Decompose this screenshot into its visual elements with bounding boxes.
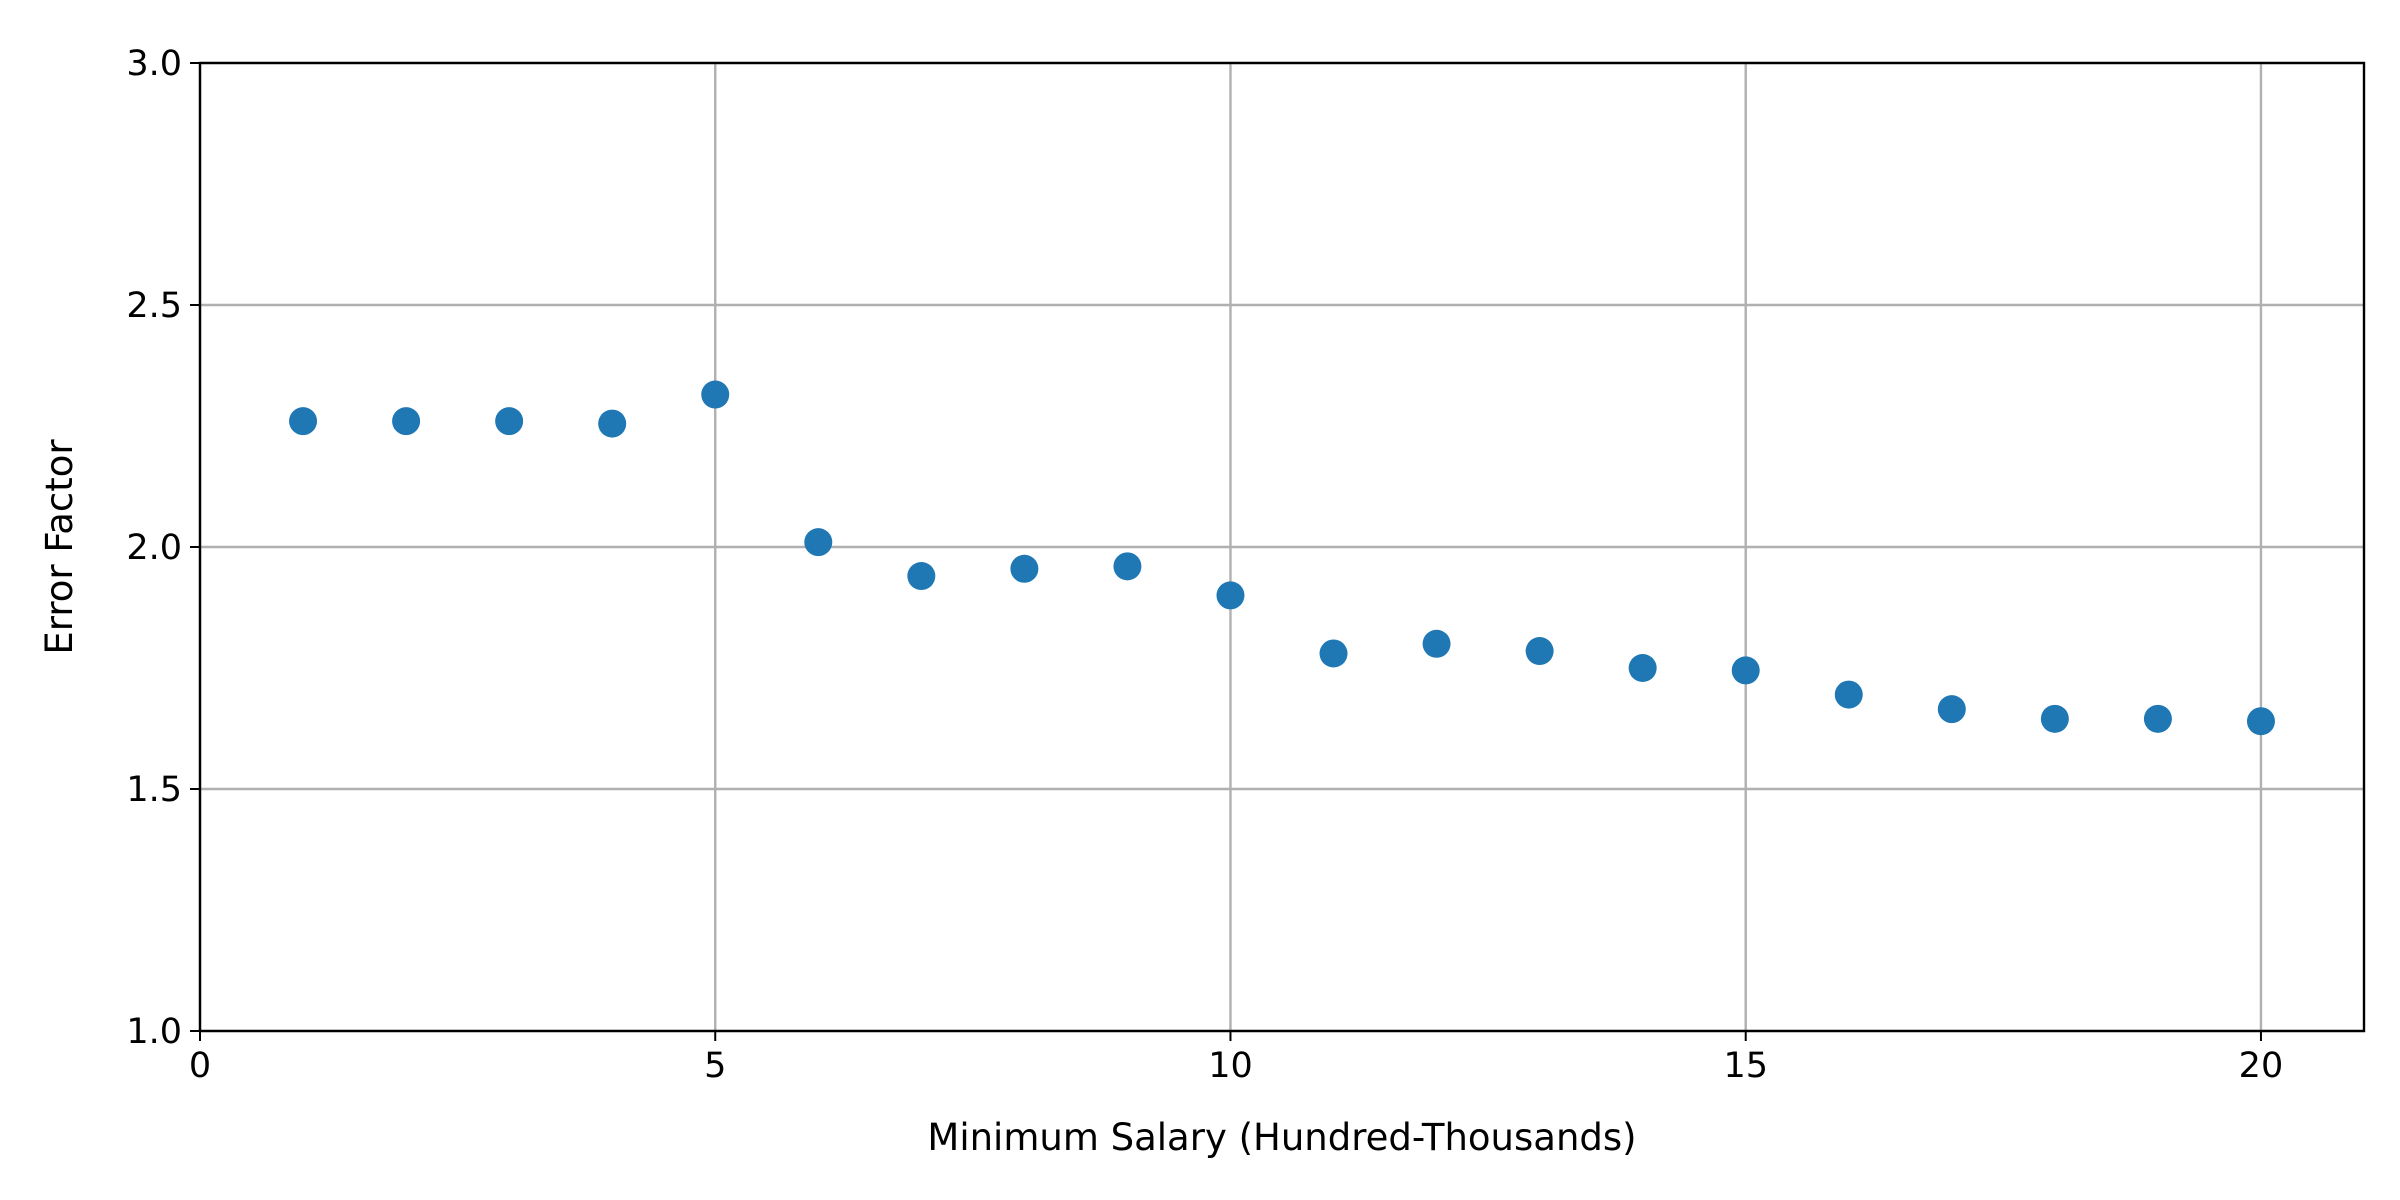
- data-point: [598, 409, 627, 438]
- data-point: [1525, 637, 1554, 666]
- data-point: [1113, 552, 1142, 581]
- data-point: [289, 407, 318, 436]
- data-point: [907, 562, 936, 591]
- y-axis-label: Error Factor: [38, 439, 81, 655]
- y-tick-label: 1.0: [126, 1012, 182, 1052]
- axis-ticks: 0 5 10 15 20 1.0 1.5 2.0 2.5 3.0: [126, 44, 2283, 1086]
- data-point: [804, 528, 833, 557]
- data-point: [2143, 704, 2172, 733]
- y-tick-label: 3.0: [126, 44, 182, 84]
- x-axis-label: Minimum Salary (Hundred-Thousands): [927, 1116, 1636, 1159]
- data-points: [289, 380, 2275, 736]
- data-point: [701, 380, 730, 409]
- x-tick-label: 0: [189, 1046, 211, 1086]
- data-point: [1628, 654, 1657, 682]
- data-point: [1422, 629, 1451, 658]
- data-point: [1834, 680, 1863, 709]
- x-tick-label: 20: [2239, 1046, 2284, 1086]
- data-point: [2040, 704, 2069, 733]
- data-point: [1010, 554, 1039, 583]
- x-tick-label: 5: [704, 1046, 726, 1086]
- data-point: [392, 407, 421, 436]
- y-tick-label: 1.5: [126, 770, 182, 810]
- data-point: [2246, 707, 2275, 736]
- x-tick-label: 10: [1208, 1046, 1253, 1086]
- y-tick-label: 2.0: [126, 528, 182, 568]
- data-point: [495, 407, 524, 436]
- data-point: [1731, 656, 1760, 685]
- data-point: [1319, 639, 1348, 668]
- data-point: [1937, 695, 1966, 724]
- x-tick-label: 15: [1723, 1046, 1768, 1086]
- data-point: [1216, 581, 1245, 610]
- y-tick-label: 2.5: [126, 286, 182, 326]
